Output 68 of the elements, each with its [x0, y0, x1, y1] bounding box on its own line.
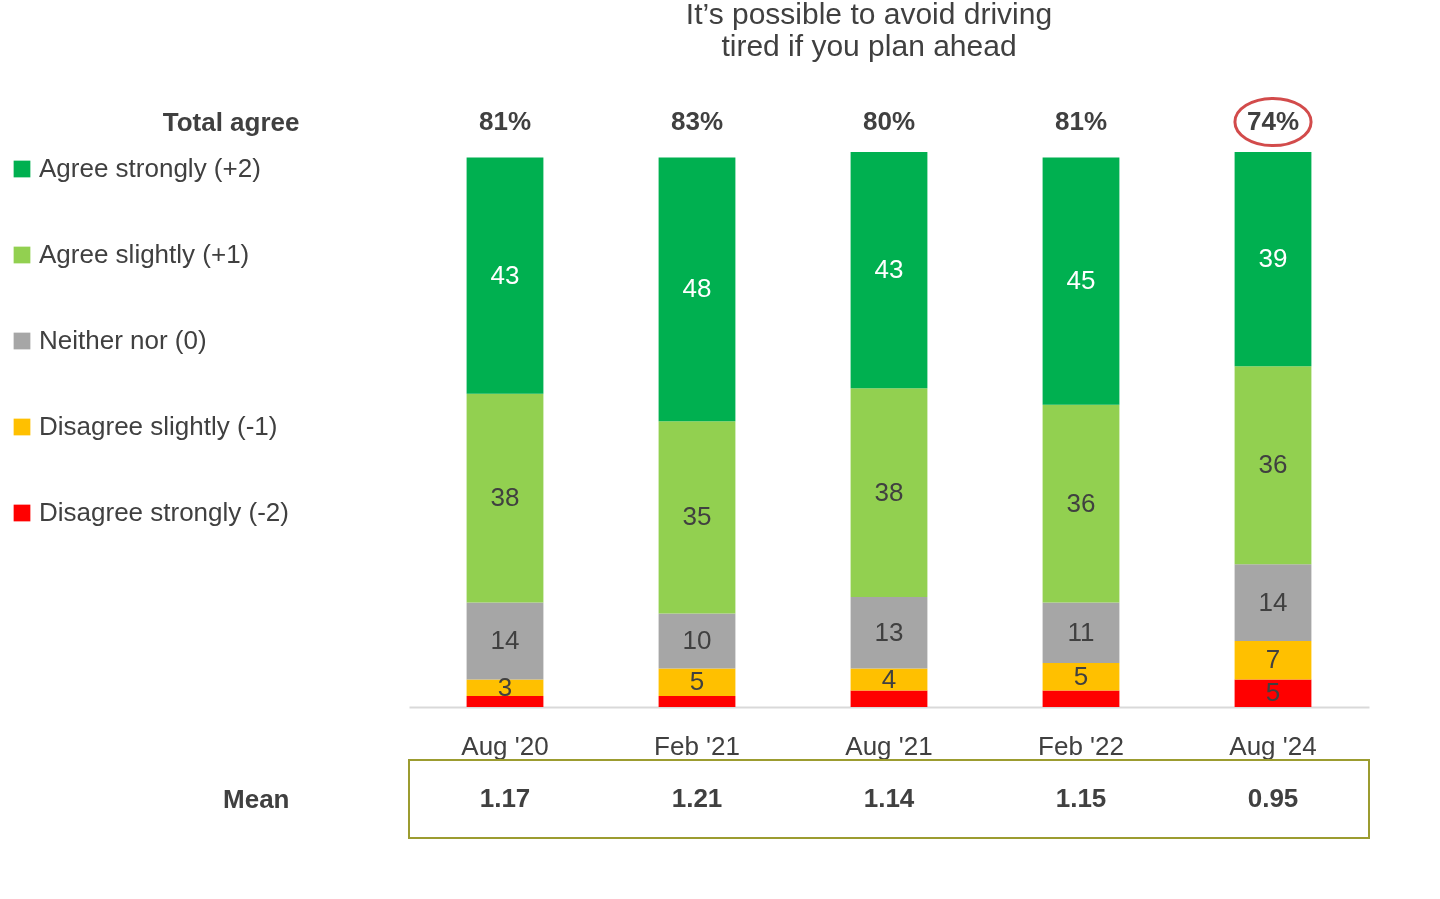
data-label: 5 — [1073, 660, 1089, 691]
x-tick-label: Aug '24 — [1229, 730, 1317, 761]
bar — [658, 421, 736, 614]
bar — [850, 597, 928, 669]
bar — [1042, 602, 1120, 664]
legend-label: Neither nor (0) — [39, 325, 207, 355]
data-label: 38 — [874, 476, 904, 507]
bar — [1234, 564, 1312, 642]
data-label: 3 — [497, 671, 513, 702]
data-label: 10 — [682, 625, 712, 656]
bar — [658, 157, 736, 422]
data-label: 36 — [1258, 449, 1288, 480]
bar — [850, 668, 928, 691]
text: Total agree — [162, 106, 300, 137]
text: 1.21 — [671, 783, 723, 813]
x-tick-label: Feb '21 — [654, 730, 740, 761]
data-label: 38 — [490, 482, 520, 513]
text: Mean — [223, 783, 290, 814]
text: 81% — [1054, 106, 1108, 136]
data-label: 7 — [1265, 644, 1281, 675]
bar — [1042, 404, 1120, 603]
data-label: 36 — [1066, 487, 1096, 518]
data-label: 14 — [490, 625, 520, 656]
legend-label: Disagree strongly (-2) — [39, 497, 289, 527]
data-label: 45 — [1066, 265, 1096, 296]
text: 83% — [670, 106, 724, 136]
bar — [466, 157, 544, 394]
legend-label: Agree strongly (+2) — [39, 153, 261, 183]
data-label: 4 — [881, 663, 897, 694]
data-label: 35 — [682, 501, 712, 532]
bar — [850, 152, 928, 389]
legend-label: Disagree slightly (-1) — [39, 411, 278, 441]
x-tick-label: Feb '22 — [1038, 730, 1124, 761]
bar — [1234, 366, 1312, 565]
data-label: 43 — [874, 254, 904, 285]
text: 81% — [478, 106, 532, 136]
bar — [658, 613, 736, 669]
data-label: 11 — [1067, 616, 1095, 647]
bar — [466, 602, 544, 680]
data-label: 48 — [682, 273, 712, 304]
bar — [1234, 641, 1312, 680]
data-label: 5 — [689, 666, 705, 697]
data-label: 43 — [490, 259, 520, 290]
x-tick-label: Aug '20 — [461, 730, 549, 761]
text: 1.14 — [863, 783, 915, 813]
bar — [658, 668, 736, 697]
text: 74% — [1246, 106, 1300, 136]
bar — [1042, 663, 1120, 691]
text: 1.15 — [1055, 783, 1107, 813]
bar — [658, 696, 736, 707]
bar — [850, 690, 928, 707]
data-label: 13 — [874, 616, 904, 647]
x-tick-label: Aug '21 — [845, 730, 933, 761]
chart-title: It’s possible to avoid driving tired if you plan ahead — [685, 0, 1053, 63]
data-label: 5 — [1265, 677, 1281, 708]
bar — [850, 388, 928, 598]
bar — [1234, 152, 1312, 367]
bar — [466, 696, 544, 707]
bar — [1042, 690, 1120, 707]
bar — [1234, 679, 1312, 707]
text: 0.95 — [1247, 783, 1299, 813]
data-label: 39 — [1258, 243, 1288, 274]
legend-label: Agree slightly (+1) — [39, 239, 250, 269]
bar — [466, 393, 544, 603]
bar — [1042, 157, 1120, 405]
text: 80% — [862, 106, 916, 136]
data-label: 14 — [1258, 586, 1288, 617]
text: 1.17 — [479, 783, 531, 813]
